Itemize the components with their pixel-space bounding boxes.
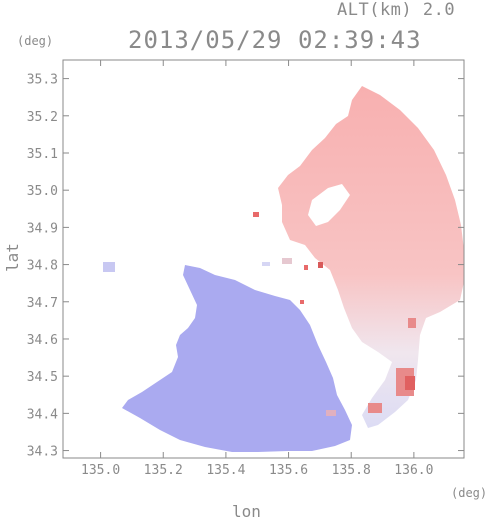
y-tick-label: 35.0	[27, 184, 58, 199]
y-tick-label: 35.3	[27, 73, 58, 88]
receding-echo-region	[278, 86, 464, 428]
y-tick-label: 34.3	[27, 445, 58, 460]
y-tick-label: 34.7	[27, 296, 58, 311]
no-echo-gap	[308, 184, 350, 226]
velocity-field	[103, 86, 464, 452]
echo-speck	[368, 403, 382, 413]
y-tick-label: 34.9	[27, 221, 58, 236]
y-tick-label: 34.5	[27, 370, 58, 385]
y-unit-label: (deg)	[17, 34, 54, 48]
x-tick-group: 135.0 135.2 135.4 135.6 135.8 136.0	[81, 60, 433, 478]
echo-speck	[326, 410, 336, 416]
echo-speck	[408, 318, 416, 328]
echo-speck	[304, 265, 308, 270]
x-tick-label: 136.0	[394, 463, 433, 478]
y-tick-label: 34.8	[27, 259, 58, 274]
x-axis-label: lon	[232, 502, 261, 521]
echo-speck	[262, 262, 270, 266]
echo-speck	[253, 212, 259, 217]
x-tick-label: 135.6	[269, 463, 308, 478]
y-tick-label: 35.1	[27, 147, 58, 162]
echo-speck	[405, 376, 415, 390]
x-tick-label: 135.8	[332, 463, 371, 478]
approaching-echo-region	[122, 265, 352, 452]
echo-speck	[300, 300, 304, 304]
y-tick-group: 35.3 35.2 35.1 35.0 34.9 34.8 34.7 34.6 34.5 34.4…	[27, 73, 464, 460]
echo-speck	[103, 262, 115, 272]
x-tick-label: 135.2	[144, 463, 183, 478]
plot-frame	[62, 59, 465, 459]
timestamp-title: 2013/05/29 02:39:43	[128, 26, 422, 54]
y-tick-label: 34.6	[27, 333, 58, 348]
x-unit-label: (deg)	[451, 486, 488, 500]
y-tick-label: 34.4	[27, 407, 58, 422]
y-tick-label: 35.2	[27, 110, 58, 125]
echo-speck	[282, 258, 292, 264]
x-tick-label: 135.0	[81, 463, 120, 478]
altitude-label: ALT(km) 2.0	[337, 0, 456, 20]
x-tick-label: 135.4	[206, 463, 245, 478]
echo-speck	[318, 262, 323, 268]
